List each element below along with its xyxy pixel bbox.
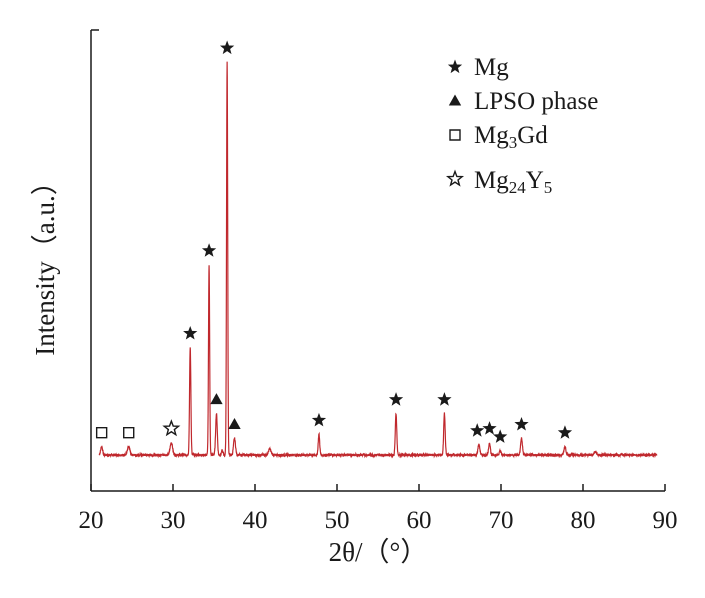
x-tick-label: 60 [407,507,432,534]
peak-markers [95,40,573,443]
star-open-icon [162,419,181,437]
star-filled-icon [557,425,573,439]
star-filled-icon [482,421,497,435]
xrd-series-line [98,61,658,459]
star-filled-icon [493,429,508,443]
x-tick-label: 50 [325,507,350,534]
legend: Mg LPSO phase Mg3Gd Mg24Y5 [445,54,598,197]
star-filled-icon [388,392,404,406]
y-axis-title: Intensity（a.u.） [30,168,60,355]
legend-item-mg: Mg [447,54,509,81]
legend-label: LPSO phase [474,88,598,115]
x-tick-labels: 20 30 40 50 60 70 80 90 [79,507,678,534]
star-filled-icon [514,416,529,431]
square-open-icon [123,427,135,439]
legend-item-mg24y5: Mg24Y5 [445,167,552,197]
star-filled-icon [437,392,452,406]
x-tick-label: 70 [489,507,514,534]
x-axis-title: 2θ/（°） [329,537,428,567]
x-tick-label: 20 [79,507,104,534]
star-filled-icon [201,243,217,257]
star-filled-icon [470,423,485,437]
x-tick-label: 80 [571,507,596,534]
x-tick-label: 90 [653,507,678,534]
legend-label: Mg [474,54,509,81]
x-ticks [90,484,666,491]
triangle-filled-icon [210,393,223,405]
square-open-icon [95,427,108,439]
star-filled-icon [447,59,463,74]
legend-label: Mg24Y5 [474,167,552,197]
triangle-filled-icon [448,94,462,106]
legend-label: Mg3Gd [474,122,548,152]
legend-item-mg3gd: Mg3Gd [449,122,548,152]
x-tick-label: 40 [243,507,268,534]
x-tick-label: 30 [161,507,186,534]
star-filled-icon [183,325,198,340]
triangle-filled-icon [228,417,241,430]
star-filled-icon [219,40,235,55]
star-open-icon [445,169,465,187]
star-filled-icon [311,412,327,427]
square-open-icon [449,129,461,141]
legend-item-lpso: LPSO phase [448,88,598,115]
axes [90,29,665,492]
